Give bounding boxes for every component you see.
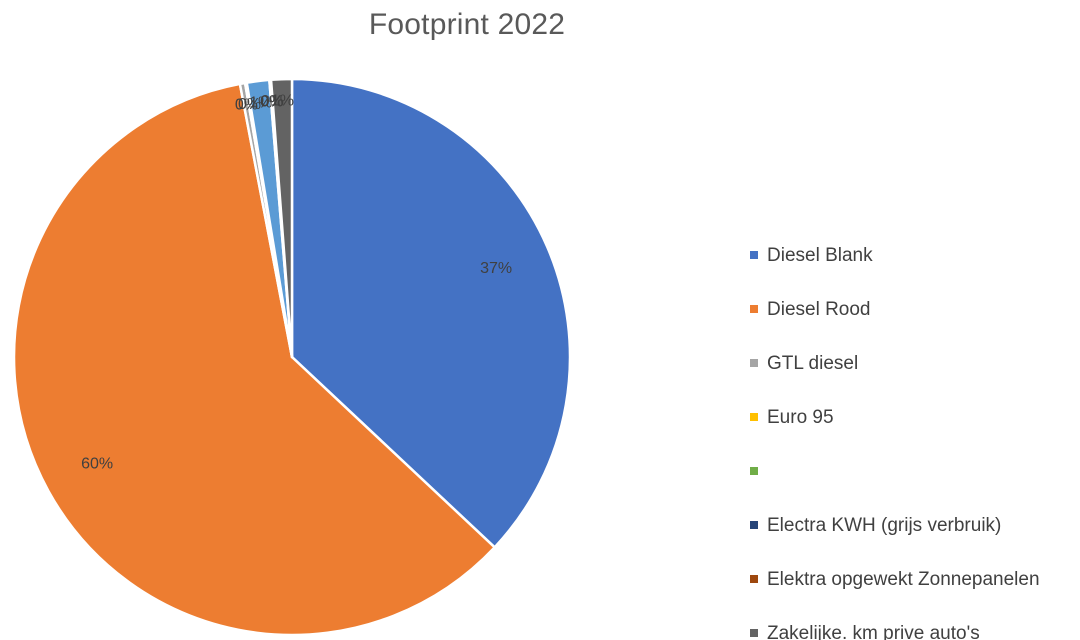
legend-item-unnamed[interactable] [750,456,1080,510]
legend-swatch [750,305,758,313]
legend-label: Diesel Blank [767,245,873,266]
legend-swatch [750,413,758,421]
legend-label: Elektra opgewekt Zonnepanelen [767,569,1040,590]
data-label-unnamed: 1% [249,94,272,111]
legend-item-euro-95[interactable]: Euro 95 [750,402,1080,456]
pie-slice-diesel-blank[interactable] [290,77,572,549]
pie-slice-diesel-rood[interactable] [12,82,496,637]
data-label-electra-kwh-grijs-verbruik: 0% [260,93,283,110]
legend-item-diesel-blank[interactable]: Diesel Blank [750,240,1080,294]
legend-swatch [750,467,758,475]
pie-slice-zakelijke-km-prive-auto-s[interactable] [269,77,294,359]
legend-swatch [750,521,758,529]
legend-label: Electra KWH (grijs verbruik) [767,515,1002,536]
legend-item-electra-kwh[interactable]: Electra KWH (grijs verbruik) [750,510,1080,564]
data-label-diesel-blank: 37% [480,260,512,277]
data-label-diesel-rood: 60% [81,455,113,472]
legend-item-diesel-rood[interactable]: Diesel Rood [750,294,1080,348]
legend-swatch [750,575,758,583]
chart-title: Footprint 2022 [368,8,566,41]
legend-label: Euro 95 [767,407,834,428]
legend-swatch [750,629,758,637]
legend-label: Diesel Rood [767,299,871,320]
legend-item-zakelijke-km[interactable]: Zakelijke. km prive auto's [750,618,1080,640]
legend-label: GTL diesel [767,353,859,374]
data-label-gtl-diesel: 0% [235,97,258,114]
legend-item-gtl-diesel[interactable]: GTL diesel [750,348,1080,402]
data-label-euro-95: 0% [238,96,261,113]
chart-legend: Diesel Blank Diesel Rood GTL diesel Euro… [750,240,1080,640]
legend-item-elektra-zonnepanelen[interactable]: Elektra opgewekt Zonnepanelen [750,564,1080,618]
data-label-zakelijke-km-prive-auto-s: 1% [271,93,294,110]
legend-label: Zakelijke. km prive auto's [767,623,980,640]
legend-swatch [750,251,758,259]
data-label-elektra-opgewekt-zonnepanelen: 0% [261,93,284,110]
legend-swatch [750,359,758,367]
